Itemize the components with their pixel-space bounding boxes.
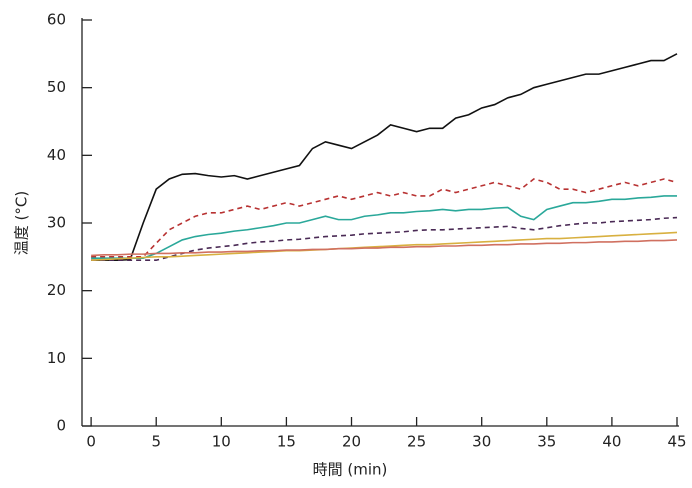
- y-tick-label: 10: [47, 349, 66, 367]
- x-tick-label: 10: [212, 433, 231, 451]
- x-tick-label: 5: [151, 433, 161, 451]
- data-line: [91, 53, 678, 262]
- data-line: [91, 195, 677, 259]
- y-tick-label: 40: [47, 146, 66, 164]
- x-tick-label: 0: [86, 433, 96, 451]
- y-tick-label: 30: [47, 214, 66, 232]
- data-line: [91, 239, 678, 257]
- x-tick-label: 35: [537, 433, 556, 451]
- x-tick-label: 15: [277, 433, 296, 451]
- y-tick-label: 0: [56, 417, 66, 435]
- x-tick-label: 30: [472, 433, 491, 451]
- x-tick-label: 25: [407, 433, 426, 451]
- data-line: [91, 231, 678, 262]
- y-axis-label: 温度 (°C): [13, 191, 31, 255]
- x-tick-label: 40: [602, 433, 621, 451]
- y-tick-label: 20: [47, 281, 66, 299]
- x-axis-label: 時間 (min): [313, 461, 388, 479]
- data-line: [91, 178, 678, 258]
- y-tick-label: 60: [47, 11, 66, 29]
- y-tick-label: 50: [47, 78, 66, 96]
- x-tick-label: 20: [342, 433, 361, 451]
- x-tick-label: 45: [667, 433, 686, 451]
